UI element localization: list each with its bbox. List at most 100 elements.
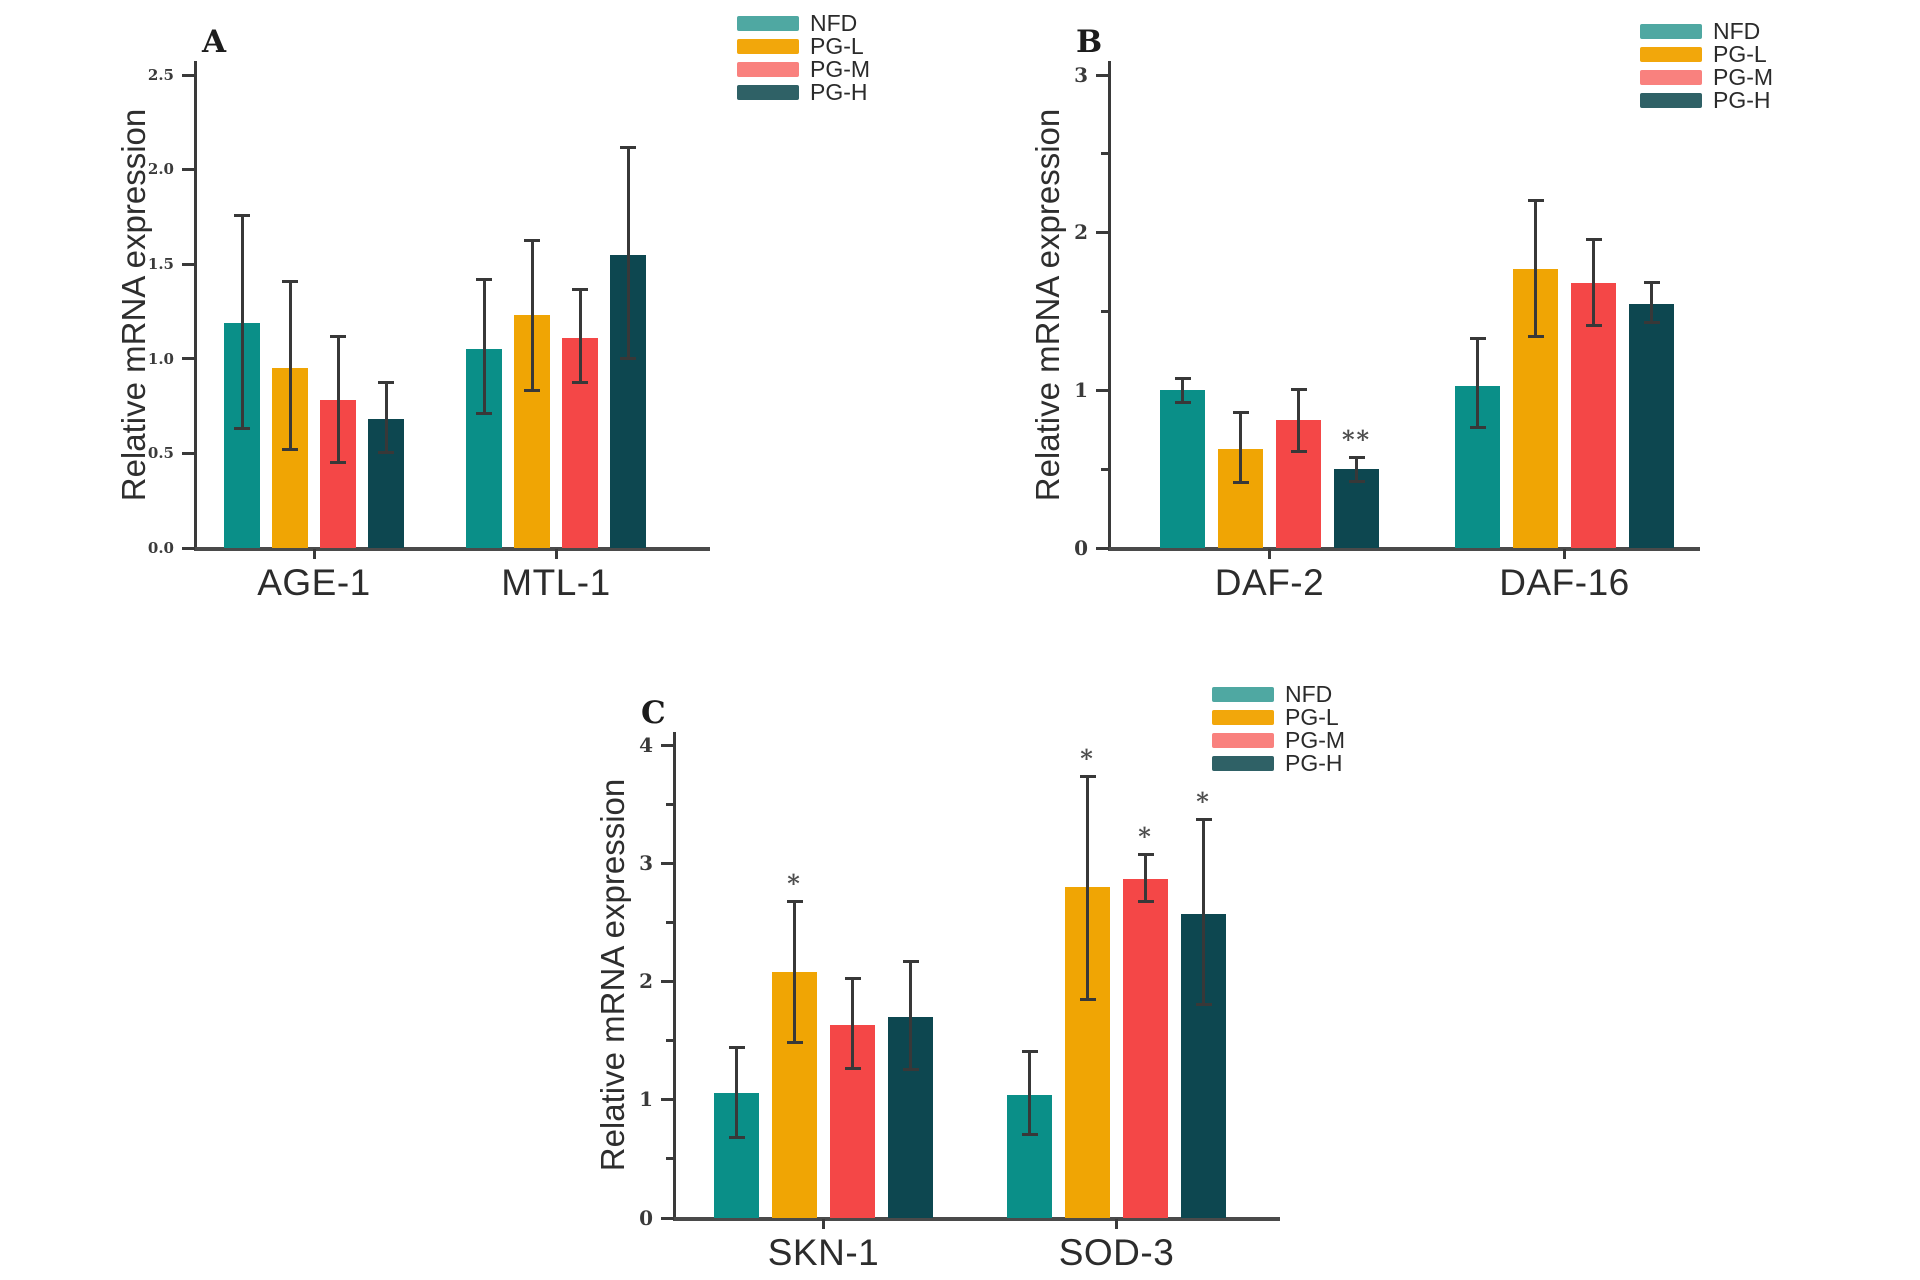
legend-item-pg-l: PG-L <box>1640 43 1773 66</box>
legend-swatch-pg-l <box>1640 47 1702 62</box>
error-bar-cap-top <box>378 380 394 384</box>
significance-annotation: * <box>1080 743 1095 773</box>
error-bar-cap-bottom <box>282 447 298 451</box>
error-bar-cap-top <box>1174 376 1191 380</box>
error-bar-cap-bottom <box>378 451 394 455</box>
legend-swatch-nfd <box>1640 24 1702 39</box>
panel-b-plot-area: B Relative mRNA expression 0 1 2 3 ** DAF-2 DA… <box>1029 24 1700 603</box>
legend-label-pg-l: PG-L <box>1285 704 1339 730</box>
legend-swatch-pg-m <box>1640 70 1702 85</box>
error-bar <box>1202 819 1205 1006</box>
x-axis-line-b <box>1108 547 1700 551</box>
y-minor-tick <box>666 1039 674 1043</box>
error-bar-cap-bottom <box>902 1068 919 1072</box>
error-bar <box>240 215 244 429</box>
legend-item-pg-h: PG-H <box>1212 752 1345 775</box>
legend-panel-a: NFD PG-L PG-M PG-H <box>737 12 870 104</box>
legend-item-pg-l: PG-L <box>1212 706 1345 729</box>
y-axis-line-c <box>673 732 676 1218</box>
legend-swatch-pg-m <box>737 62 799 77</box>
error-bar-cap-bottom <box>1348 479 1365 483</box>
panel-letter-c: C <box>641 695 666 731</box>
legend-swatch-pg-l <box>737 39 799 54</box>
legend-label-pg-h: PG-H <box>810 79 868 105</box>
y-tick-label: 1.5 <box>147 254 174 273</box>
x-tick <box>312 549 316 559</box>
y-minor-tick <box>1101 310 1109 313</box>
error-bar-cap-top <box>620 145 636 149</box>
significance-annotation: ** <box>1341 424 1372 454</box>
error-bar-cap-top <box>1585 237 1602 241</box>
error-bar-cap-top <box>1021 1050 1038 1054</box>
y-tick-label: 1.0 <box>147 349 174 368</box>
panel-a-plot-area: A Relative mRNA expression 0.0 0.5 1.0 1.5 2… <box>115 24 710 603</box>
error-bar-cap-top <box>1527 198 1544 202</box>
group-label-mtl-1: MTL-1 <box>501 562 611 603</box>
y-axis-line-b <box>1108 61 1111 548</box>
error-bar-cap-bottom <box>620 356 636 360</box>
error-bar <box>1297 388 1300 452</box>
error-bar-cap-bottom <box>1174 400 1191 404</box>
bar-pg-m-sod-3 <box>1123 878 1168 1218</box>
error-bar <box>482 279 486 414</box>
error-bar <box>1650 281 1653 323</box>
y-tick-label: 2.0 <box>147 160 174 179</box>
error-bar-cap-top <box>1137 852 1154 856</box>
bar-nfd-daf-2 <box>1160 390 1205 548</box>
error-bar-cap-bottom <box>572 381 588 385</box>
legend-item-pg-h: PG-H <box>1640 89 1773 112</box>
x-tick <box>554 549 558 559</box>
error-bar <box>336 336 340 463</box>
y-major-tick <box>661 980 674 983</box>
legend-panel-b: NFD PG-L PG-M PG-H <box>1640 20 1773 112</box>
y-major-tick <box>182 357 195 361</box>
error-bar-cap-bottom <box>1469 426 1486 430</box>
error-bar-cap-bottom <box>1232 481 1249 485</box>
y-tick-label: 0 <box>639 1205 653 1230</box>
y-tick-label: 3 <box>639 850 653 875</box>
y-minor-tick <box>666 920 674 924</box>
y-axis-line-a <box>194 61 197 548</box>
error-bar-cap-top <box>1079 774 1096 778</box>
error-bar <box>793 901 796 1043</box>
legend-swatch-pg-m <box>1212 733 1274 748</box>
y-major-tick <box>661 861 674 865</box>
legend-item-pg-m: PG-M <box>1212 729 1345 752</box>
error-bar-cap-top <box>1348 455 1365 459</box>
y-tick-label: 0.5 <box>147 444 174 463</box>
y-major-tick <box>1096 231 1109 235</box>
legend-swatch-nfd <box>1212 687 1274 702</box>
error-bar-cap-bottom <box>1137 900 1154 904</box>
error-bar-cap-top <box>572 287 588 291</box>
error-bar-cap-bottom <box>1527 334 1544 338</box>
error-bar <box>851 977 854 1069</box>
error-bar <box>626 146 630 359</box>
legend-label-pg-l: PG-L <box>1713 41 1767 67</box>
x-tick <box>822 1219 825 1229</box>
y-tick-label: 1 <box>1074 377 1088 402</box>
error-bar-cap-top <box>1232 411 1249 415</box>
legend-label-pg-m: PG-M <box>1285 727 1346 753</box>
error-bar <box>1086 775 1089 1001</box>
y-major-tick <box>1096 388 1109 392</box>
legend-item-nfd: NFD <box>737 12 870 35</box>
error-bar-cap-top <box>524 238 540 242</box>
error-bar <box>1028 1051 1031 1136</box>
y-major-tick <box>1096 73 1109 77</box>
x-tick <box>1115 1219 1118 1229</box>
error-bar <box>909 961 912 1071</box>
error-bar <box>1144 853 1147 903</box>
error-bar <box>735 1046 738 1138</box>
x-axis-line-c <box>673 1217 1280 1221</box>
error-bar <box>1355 456 1358 482</box>
error-bar-cap-top <box>1469 337 1486 341</box>
legend-label-nfd: NFD <box>810 10 858 36</box>
x-axis-line-a <box>194 547 710 551</box>
error-bar-cap-bottom <box>728 1135 745 1139</box>
y-tick-label: 3 <box>1074 62 1088 87</box>
group-label-skn-1: SKN-1 <box>767 1232 880 1273</box>
legend-swatch-pg-h <box>1212 756 1274 771</box>
y-tick-label: 2 <box>1074 220 1088 245</box>
error-bar-cap-top <box>1643 280 1660 284</box>
error-bar-cap-top <box>786 900 803 904</box>
